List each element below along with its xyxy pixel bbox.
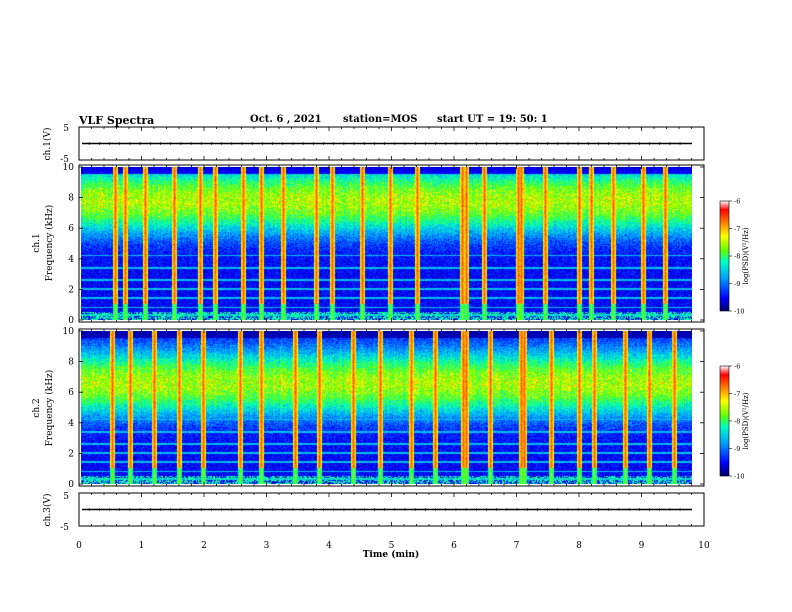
colorbar-tick-label: -9: [734, 280, 740, 288]
ytick-label: 8: [68, 358, 74, 368]
waveform-panel-ch1: 5 -5 ch.1(V): [42, 124, 705, 165]
xtick-label: 8: [576, 541, 582, 551]
colorbar-tick-label: -7: [734, 390, 740, 398]
colorbar-label-ch2: log(PSD)(V²/Hz): [742, 392, 750, 449]
spectrogram-panel-ch2: 0 2 4 6 8 10 ch.2 Frequency (kHz): [32, 327, 705, 490]
colorbar-tick-label: -6: [734, 363, 740, 371]
spectrogram-panel-ch1: 0 2 4 6 8 10 ch.1 Frequency (kHz): [32, 163, 705, 326]
colorbar-tick-label: -8: [734, 418, 740, 426]
ytick-label: 2: [68, 285, 74, 295]
colorbar-scale-ch1: [719, 200, 730, 312]
xtick-label: 10: [698, 541, 710, 551]
ytick-label: 0: [68, 480, 74, 490]
colorbar-ch1: -6 -7 -8 -9 -10 log(PSD)(V²/Hz): [719, 198, 750, 316]
station-label: station=MOS: [343, 114, 418, 125]
colorbar-tick-label: -9: [734, 445, 740, 453]
ytick-label: 10: [63, 327, 75, 337]
ytick-label: -5: [60, 523, 69, 533]
ytick-label: 6: [68, 388, 74, 398]
x-axis-label: Time (min): [363, 549, 420, 560]
xtick-label: 6: [451, 541, 457, 551]
xtick-label: 3: [264, 541, 270, 551]
colorbar-tick-label: -10: [734, 473, 744, 481]
colorbar-tick-label: -8: [734, 253, 740, 261]
start-time-label: start UT = 19: 50: 1: [437, 114, 548, 125]
colorbar-label-ch1: log(PSD)(V²/Hz): [742, 227, 750, 284]
colorbar-tick-label: -6: [734, 198, 740, 206]
ylabel-ch3-waveform: ch.3(V): [42, 494, 53, 527]
ytick-label: -5: [60, 155, 69, 165]
ytick-label: 5: [63, 124, 69, 134]
ytick-label: 10: [63, 163, 75, 173]
ytick-label: 5: [63, 492, 69, 502]
ytick-label: 4: [68, 419, 74, 429]
ylabel-ch2-frequency: Frequency (kHz): [44, 370, 55, 447]
spectrogram-image-ch2: [81, 331, 692, 484]
xtick-label: 7: [514, 541, 520, 551]
colorbar-scale-ch2: [719, 365, 730, 477]
ytick-label: 2: [68, 449, 74, 459]
ytick-label: 0: [68, 316, 74, 326]
ylabel-ch1-channel: ch.1: [32, 233, 42, 252]
figure-title: VLF Spectra: [79, 114, 155, 127]
xtick-label: 1: [139, 541, 145, 551]
xtick-label: 0: [76, 541, 82, 551]
ytick-label: 6: [68, 224, 74, 234]
ytick-label: 8: [68, 194, 74, 204]
xtick-label: 4: [326, 541, 332, 551]
date-label: Oct. 6 , 2021: [250, 114, 322, 125]
ylabel-ch1-waveform: ch.1(V): [42, 128, 53, 161]
ylabel-ch1-frequency: Frequency (kHz): [44, 205, 55, 282]
xtick-label: 5: [389, 541, 395, 551]
colorbar-ch2: -6 -7 -8 -9 -10 log(PSD)(V²/Hz): [719, 363, 750, 481]
colorbar-tick-label: -7: [734, 225, 740, 233]
ytick-label: 4: [68, 255, 74, 265]
ylabel-ch2-channel: ch.2: [32, 398, 42, 417]
colorbar-tick-label: -10: [734, 308, 744, 316]
xtick-label: 9: [639, 541, 645, 551]
waveform-panel-ch3: 5 -5 ch.3(V) 0 1 2 3 4 5 6 7 8 9 10 Time (min): [42, 492, 710, 560]
spectrogram-image-ch1: [81, 167, 692, 320]
xtick-label: 2: [201, 541, 207, 551]
